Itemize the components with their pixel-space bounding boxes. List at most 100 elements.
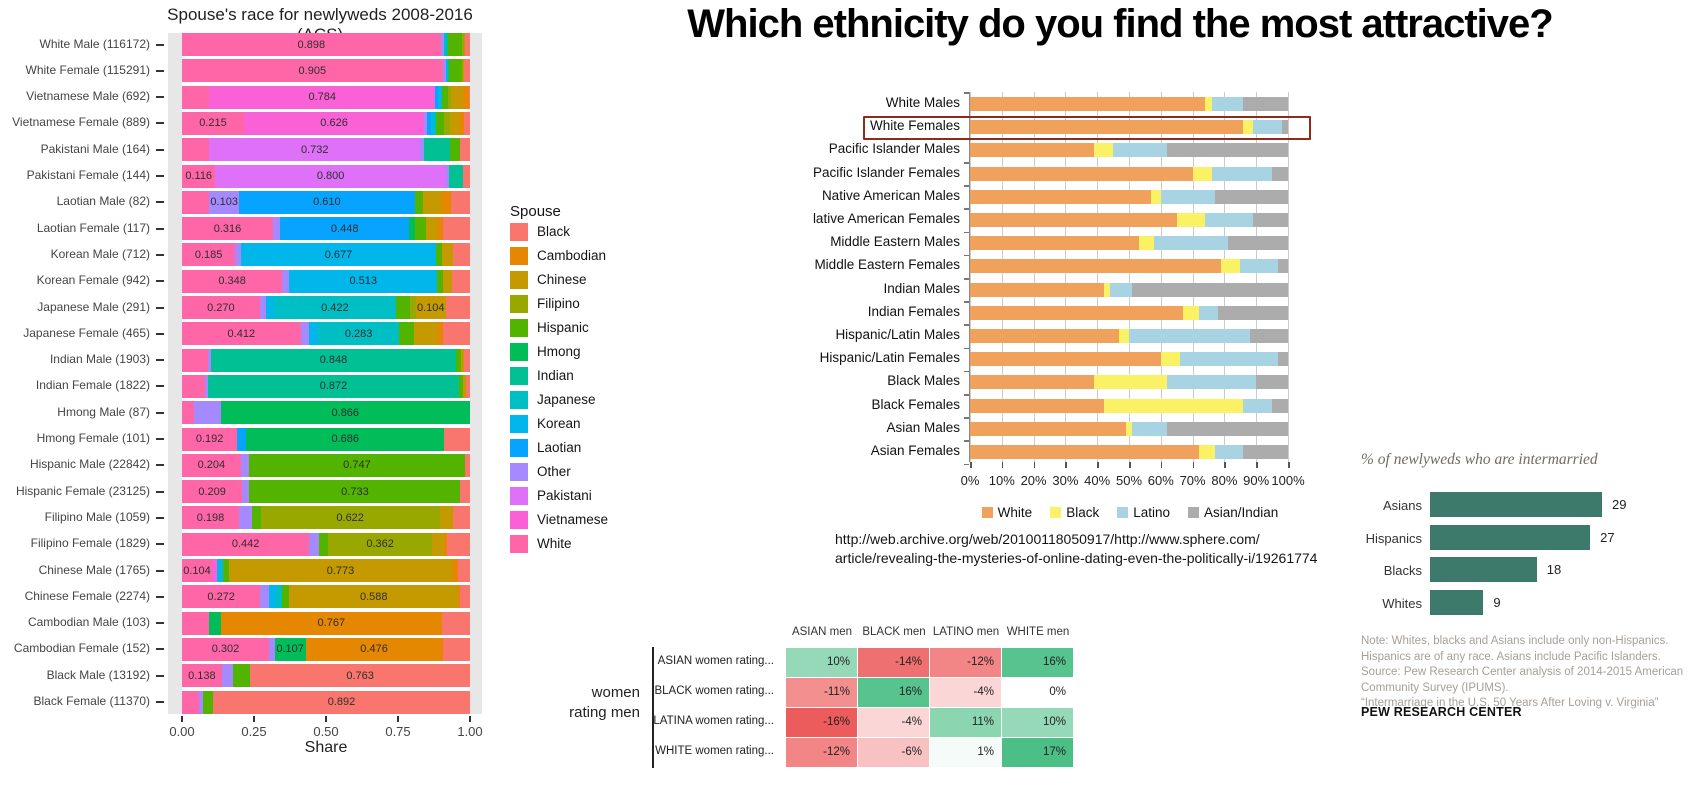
bar-segment-black xyxy=(442,637,470,661)
bar-segment-black xyxy=(441,611,470,635)
segment-value-label: 0.185 xyxy=(194,248,223,261)
bar-segment-black xyxy=(468,85,470,109)
bar-segment-korean xyxy=(438,85,441,109)
bar-segment-korean xyxy=(217,559,224,582)
legend-item-label: Asian/Indian xyxy=(1204,505,1279,520)
row-label: Chinese Male (1765) xyxy=(38,562,150,577)
grid-line xyxy=(1192,92,1194,462)
x-axis-tick xyxy=(397,716,399,722)
axis-tick xyxy=(156,622,164,625)
bar-segment-japanese xyxy=(440,85,443,109)
bar-segment-indian xyxy=(447,59,449,83)
bar-label: Blacks xyxy=(1383,563,1422,579)
bar-segment-hmong: 0.686 xyxy=(246,427,445,451)
segment-value-label: 0.348 xyxy=(218,275,246,288)
bar-row xyxy=(970,166,1288,181)
heatmap-cell: -12% xyxy=(786,738,857,767)
row-label: Japanese Male (291) xyxy=(37,299,150,314)
segment-value-label: 0.767 xyxy=(317,617,346,630)
axis-tick xyxy=(156,69,164,72)
legend-item-latino: Latino xyxy=(1117,505,1170,520)
bar-segment-japanese xyxy=(446,59,448,83)
bar-segment-other xyxy=(199,690,203,714)
segment-value-label: 0.610 xyxy=(313,196,341,209)
bar-segment-other xyxy=(420,138,424,162)
bar-segment-black xyxy=(442,322,470,346)
bar-segment-black xyxy=(1151,189,1161,204)
axis-tick xyxy=(156,438,164,440)
row-label: Asian Males xyxy=(886,419,960,435)
bar-segment-hispanic xyxy=(435,111,445,135)
bar-segment-other xyxy=(235,243,242,267)
bar-segment-black xyxy=(453,243,470,267)
bar-value-label: 27 xyxy=(1600,529,1615,545)
bar-segment-latino xyxy=(1160,189,1215,204)
row-label: Pakistani Female (144) xyxy=(26,168,150,182)
y-axis-tick xyxy=(964,301,969,303)
bar-segment-filipino xyxy=(444,111,451,135)
chart-legend: White Black Latino Asian/Indian xyxy=(955,505,1305,520)
legend-item-black: Black xyxy=(1050,505,1099,520)
axis-tick xyxy=(156,253,164,256)
bar-segment-white: 0.138 xyxy=(182,664,222,688)
bar-segment-other xyxy=(239,506,252,530)
bar-segment-other xyxy=(442,59,447,83)
bar-row xyxy=(970,375,1288,390)
legend-item-label: Vietnamese xyxy=(537,512,609,527)
bar-segment-black: 0.763 xyxy=(250,664,470,688)
bar-segment-hispanic xyxy=(449,138,460,162)
axis-tick xyxy=(156,306,164,309)
y-axis-line xyxy=(968,92,970,462)
y-axis-tick xyxy=(964,231,969,234)
axis-tick xyxy=(156,569,164,572)
heatmap-cell: 11% xyxy=(930,708,1001,737)
legend-swatch-chinese xyxy=(510,271,528,289)
x-axis-tick xyxy=(1065,462,1067,468)
bar-row: 0.270 0.422 0.104 xyxy=(182,296,470,319)
bar-segment-korean xyxy=(268,585,277,609)
segment-value-label: 0.476 xyxy=(360,643,388,656)
bar-value-label: 9 xyxy=(1493,595,1501,611)
legend-item-label: Japanese xyxy=(537,392,596,407)
bar-segment-white: 0.116 xyxy=(182,164,216,188)
row-label: Cambodian Male (103) xyxy=(27,615,150,630)
bar-segment-cambodian xyxy=(462,85,469,109)
row-label: Middle Eastern Females xyxy=(814,257,960,273)
legend-swatch-japanese xyxy=(510,391,528,409)
heatmap-column-header: WHITE men xyxy=(1006,626,1070,638)
bar-row xyxy=(970,120,1288,135)
bar-segment-latino xyxy=(1253,120,1282,135)
bar-segment-latino xyxy=(1179,352,1279,367)
x-axis-tick xyxy=(1224,462,1226,468)
bar-row: 0.185 0.677 xyxy=(182,243,470,267)
bar-segment-latino xyxy=(1211,97,1244,111)
segment-value-label: 0.283 xyxy=(344,327,373,340)
bar xyxy=(1430,557,1537,583)
bar-row xyxy=(970,352,1288,367)
bar-segment-asian-indian xyxy=(1227,236,1288,251)
bar-segment-chinese xyxy=(432,532,444,556)
axis-tick xyxy=(156,516,164,519)
bar-segment-black xyxy=(459,138,470,162)
bar-segment-white: 0.905 xyxy=(182,59,443,83)
bar xyxy=(1430,492,1602,517)
bar-row: 0.215 0.626 xyxy=(182,111,470,135)
segment-value-label: 0.448 xyxy=(330,222,359,235)
heatmap-cell: -11% xyxy=(786,678,857,707)
bar-segment-indian: 0.848 xyxy=(211,348,456,372)
heatmap-column-header: BLACK men xyxy=(862,626,926,638)
bar-segment-cambodian xyxy=(458,585,460,609)
bar-segment-asian-indian xyxy=(1249,329,1288,343)
bar-row: 0.348 0.513 xyxy=(182,269,470,293)
bar-segment-white: 0.215 xyxy=(182,111,244,135)
bar-segment-white xyxy=(970,189,1152,204)
legend-swatch xyxy=(1188,507,1199,518)
bar-segment-pakistani: 0.800 xyxy=(215,164,446,188)
bar-segment-japanese xyxy=(445,33,447,56)
segment-value-label: 0.747 xyxy=(343,459,371,472)
heatmap-cell: -6% xyxy=(858,738,929,767)
bar-segment-black xyxy=(464,111,470,135)
bar-segment-asian-indian xyxy=(1218,305,1288,320)
row-label: Japanese Female (465) xyxy=(23,325,150,340)
segment-value-label: 0.204 xyxy=(197,459,226,472)
